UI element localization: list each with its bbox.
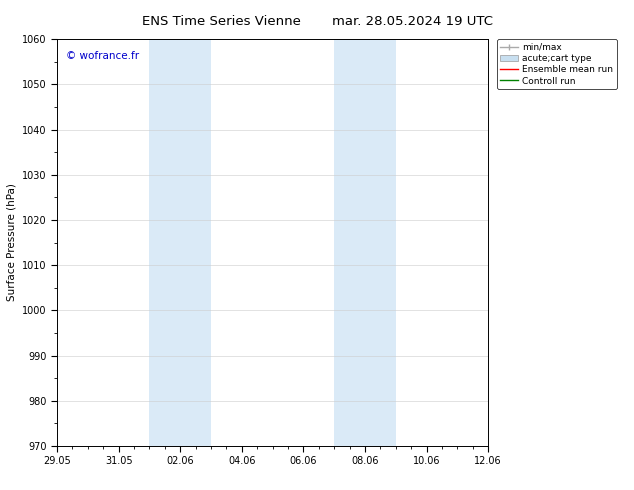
Legend: min/max, acute;cart type, Ensemble mean run, Controll run: min/max, acute;cart type, Ensemble mean … [497, 39, 617, 89]
Y-axis label: Surface Pressure (hPa): Surface Pressure (hPa) [6, 184, 16, 301]
Bar [150, 39, 180, 446]
Bar [180, 39, 211, 446]
Text: ENS Time Series Vienne: ENS Time Series Vienne [143, 15, 301, 28]
Bar [365, 39, 396, 446]
Text: © wofrance.fr: © wofrance.fr [66, 51, 139, 61]
Bar [334, 39, 365, 446]
Text: mar. 28.05.2024 19 UTC: mar. 28.05.2024 19 UTC [332, 15, 493, 28]
